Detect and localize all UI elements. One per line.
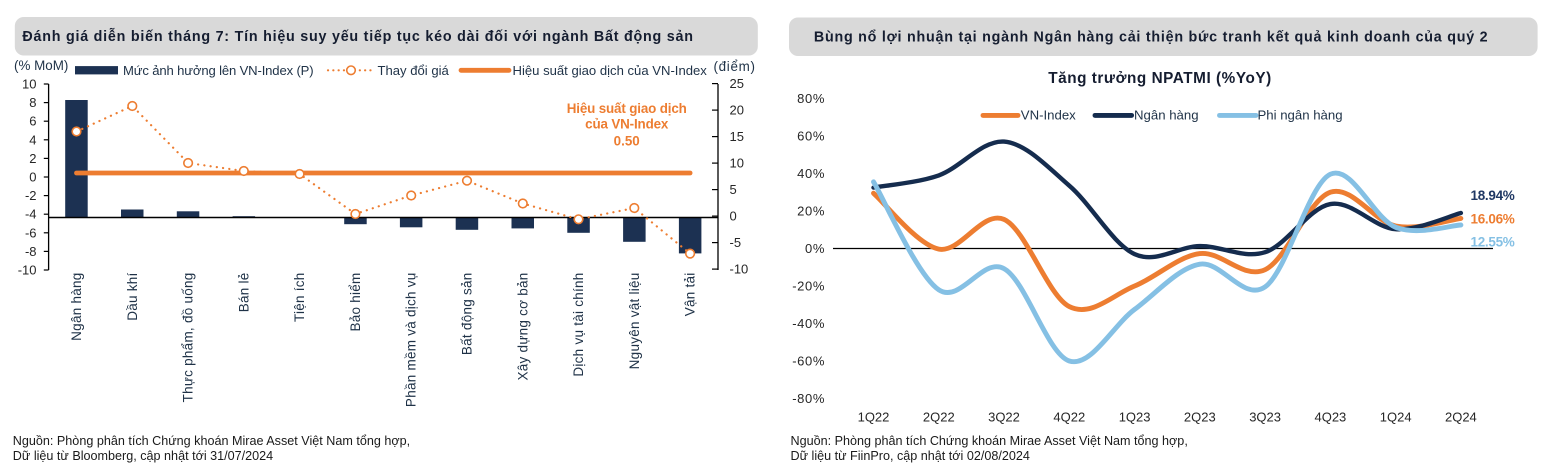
svg-text:25: 25 [730,76,744,91]
svg-text:20%: 20% [797,204,825,219]
svg-text:3Q23: 3Q23 [1249,410,1281,425]
svg-text:Phần mềm và dịch vụ: Phần mềm và dịch vụ [404,273,419,408]
svg-text:15: 15 [730,129,744,144]
svg-text:4: 4 [29,132,36,147]
svg-text:8: 8 [29,95,36,110]
svg-text:Ngân hàng: Ngân hàng [69,273,84,341]
svg-text:Mức ảnh hưởng lên VN-Index (P): Mức ảnh hưởng lên VN-Index (P) [123,63,313,78]
svg-text:Thay đổi giá: Thay đổi giá [378,63,450,78]
svg-text:Bán lẻ: Bán lẻ [236,273,251,313]
svg-text:-2: -2 [25,188,37,203]
svg-text:20: 20 [730,103,744,118]
svg-text:16.06%: 16.06% [1471,211,1515,226]
svg-text:0.50: 0.50 [614,134,640,149]
svg-text:6: 6 [29,114,36,129]
svg-text:Dầu khí: Dầu khí [125,273,140,321]
svg-text:Tăng trưởng NPATMI (%YoY): Tăng trưởng NPATMI (%YoY) [1048,70,1272,87]
svg-text:1Q23: 1Q23 [1119,410,1151,425]
svg-text:của VN-Index: của VN-Index [585,117,669,132]
svg-text:80%: 80% [797,91,825,106]
svg-text:2Q24: 2Q24 [1445,410,1477,425]
svg-text:Hiệu suất giao dịch: Hiệu suất giao dịch [567,101,687,116]
svg-text:0: 0 [29,170,36,185]
svg-text:Xây dựng cơ bản: Xây dựng cơ bản [515,273,530,381]
svg-text:Nguồn: Phòng phân tích Chứng k: Nguồn: Phòng phân tích Chứng khoán Mirae… [13,434,410,448]
svg-text:-10: -10 [18,263,37,278]
svg-text:2Q23: 2Q23 [1184,410,1216,425]
svg-text:Bùng nổ lợi nhuận tại ngành Ng: Bùng nổ lợi nhuận tại ngành Ngân hàng cả… [814,30,1488,46]
svg-text:10: 10 [730,156,744,171]
svg-text:Dịch vụ tài chính: Dịch vụ tài chính [571,273,586,377]
svg-text:Đánh giá diễn biến tháng 7: Tí: Đánh giá diễn biến tháng 7: Tín hiệu suy… [22,28,693,45]
svg-text:-6: -6 [25,225,37,240]
svg-text:Phi ngân hàng: Phi ngân hàng [1258,108,1343,123]
svg-text:4Q23: 4Q23 [1314,410,1346,425]
svg-text:(% MoM): (% MoM) [14,58,68,73]
svg-text:-10: -10 [730,262,749,277]
svg-text:-8: -8 [25,244,37,259]
svg-text:0%: 0% [805,241,825,256]
svg-text:Bảo hiểm: Bảo hiểm [348,273,363,332]
svg-text:1Q22: 1Q22 [858,410,890,425]
svg-text:2: 2 [29,151,36,166]
svg-text:4Q22: 4Q22 [1053,410,1085,425]
svg-text:5: 5 [730,182,737,197]
svg-text:VN-Index: VN-Index [1021,108,1076,123]
svg-text:40%: 40% [797,166,825,181]
svg-text:Dữ liệu từ FiinPro, cập nhật t: Dữ liệu từ FiinPro, cập nhật tới 02/08/2… [791,449,1030,463]
svg-text:3Q22: 3Q22 [988,410,1020,425]
svg-text:12.55%: 12.55% [1471,235,1515,250]
svg-text:10: 10 [22,77,36,92]
svg-text:-20%: -20% [792,279,825,294]
svg-text:Dữ liệu từ Bloomberg, cập nhật: Dữ liệu từ Bloomberg, cập nhật tới 31/07… [13,449,273,463]
svg-text:18.94%: 18.94% [1471,188,1515,203]
svg-text:60%: 60% [797,129,825,144]
svg-text:Nguồn: Phòng phân tích Chứng k: Nguồn: Phòng phân tích Chứng khoán Mirae… [791,434,1188,448]
svg-text:Thực phẩm, đồ uống: Thực phẩm, đồ uống [181,273,196,403]
svg-text:Tiện ích: Tiện ích [292,273,307,323]
svg-text:Hiệu suất giao dịch của VN-Ind: Hiệu suất giao dịch của VN-Index [513,63,708,78]
svg-text:-80%: -80% [792,391,825,406]
svg-text:(điểm): (điểm) [714,59,756,74]
svg-text:Ngân hàng: Ngân hàng [1134,108,1199,123]
svg-text:-5: -5 [730,235,742,250]
svg-text:-60%: -60% [792,354,825,369]
svg-text:Bất động sản: Bất động sản [460,273,475,356]
svg-text:1Q24: 1Q24 [1380,410,1412,425]
svg-text:Vận tải: Vận tải [683,273,698,317]
svg-text:2Q22: 2Q22 [923,410,955,425]
svg-text:Nguyên vật liệu: Nguyên vật liệu [627,273,642,370]
svg-text:0: 0 [730,209,737,224]
svg-text:-40%: -40% [792,316,825,331]
svg-text:-4: -4 [25,207,37,222]
